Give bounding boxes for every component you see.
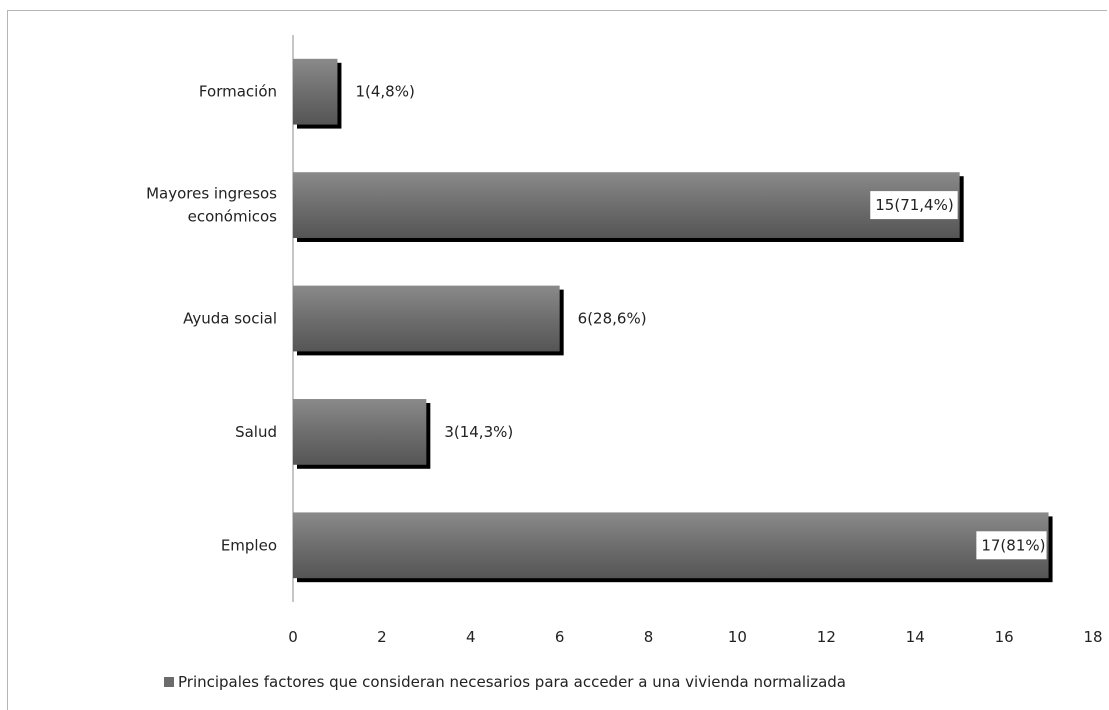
bar [293,399,427,465]
data-label: 15(71,4%) [875,196,953,214]
legend-label: Principales factores que consideran nece… [178,673,846,691]
x-tick-label: 4 [466,628,476,646]
x-tick-label: 2 [377,628,387,646]
category-label: Formación [199,83,277,101]
bar [293,172,960,238]
legend: Principales factores que consideran nece… [164,673,846,691]
bar [293,512,1049,579]
x-tick-label: 8 [644,628,654,646]
x-tick-label: 12 [817,628,836,646]
category-label: Salud [235,423,277,441]
bar [293,285,560,352]
x-tick-label: 16 [995,628,1014,646]
x-tick-label: 0 [288,628,298,646]
x-tick-label: 10 [728,628,747,646]
data-label: 17(81%) [981,536,1045,554]
bar [293,58,338,125]
chart-frame [7,10,1107,710]
labels: Formación 1(4,8%) Mayores ingresos económic… [146,83,1047,560]
category-label: Empleo [221,536,277,554]
category-label: Mayores ingresos [146,185,277,203]
data-label-background [870,191,958,220]
data-label: 1(4,8%) [355,83,414,101]
x-tick-label: 18 [1083,628,1102,646]
x-tick-label: 6 [555,628,565,646]
category-label: Ayuda social [183,310,277,328]
data-label: 3(14,3%) [444,423,513,441]
data-label: 6(28,6%) [578,310,647,328]
category-label: económicos [188,208,278,226]
data-label-background [976,531,1047,560]
legend-swatch [164,677,174,687]
bars [293,58,1053,583]
x-tick-label: 14 [906,628,925,646]
